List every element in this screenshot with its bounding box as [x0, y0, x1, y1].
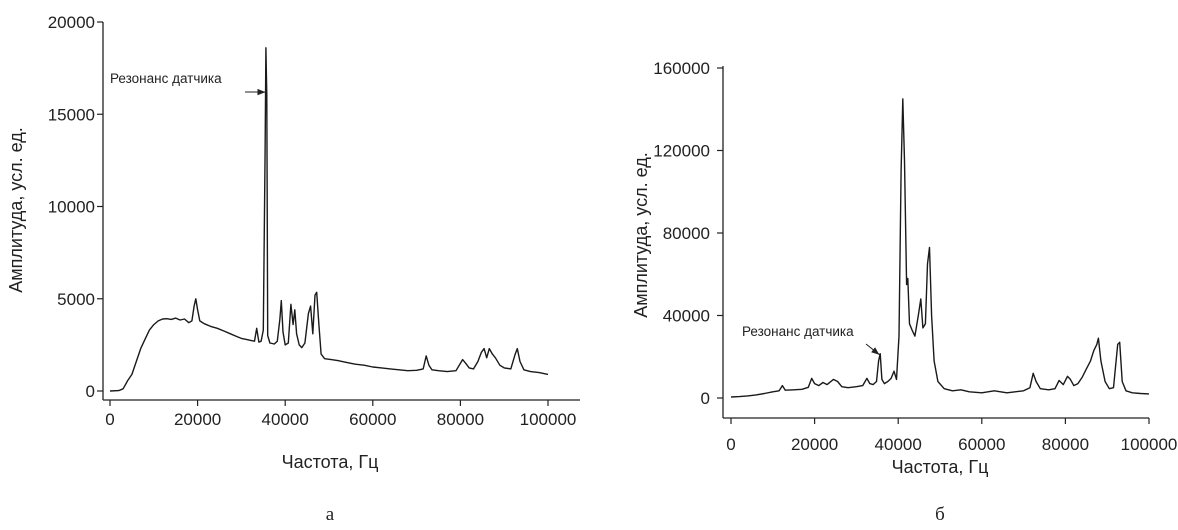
- panel-b: 0 20000 40000 60000 80000 100000 0 40000 80000 12…: [631, 59, 1177, 525]
- y-tick-label: 15000: [48, 105, 95, 124]
- x-tick-label: 60000: [958, 435, 1005, 454]
- x-tick-label: 80000: [1042, 435, 1089, 454]
- x-axis-title: Частота, Гц: [892, 457, 989, 477]
- annotation-label: Резонанс датчика: [742, 324, 854, 339]
- x-tick-label: 100000: [520, 410, 577, 429]
- y-tick-label: 80000: [663, 224, 710, 243]
- y-axis-title: Амплитуда, усл. ед.: [6, 127, 26, 292]
- annotation-label: Резонанс датчика: [110, 71, 222, 86]
- panel-a: 0 20000 40000 60000 80000 100000 0 5000 10000 150…: [6, 13, 580, 525]
- panel-label: б: [935, 504, 945, 525]
- y-axis-title: Амплитуда, усл. ед.: [631, 152, 651, 317]
- y-tick-label: 40000: [663, 307, 710, 326]
- x-tick-label: 20000: [174, 410, 221, 429]
- panel-label: а: [326, 504, 335, 525]
- x-tick-label: 80000: [437, 410, 484, 429]
- y-tick-label: 160000: [653, 59, 710, 78]
- y-tick-label: 0: [701, 389, 710, 408]
- spectrum-line: [109, 47, 549, 392]
- x-tick-label: 40000: [875, 435, 922, 454]
- x-tick-label: 40000: [262, 410, 309, 429]
- x-tick-label: 100000: [1121, 435, 1178, 454]
- y-tick-label: 10000: [48, 198, 95, 217]
- y-tick-label: 120000: [653, 142, 710, 161]
- y-tick-label: 0: [86, 382, 95, 401]
- x-tick-label: 20000: [791, 435, 838, 454]
- y-tick-label: 20000: [48, 13, 95, 32]
- x-axis-title: Частота, Гц: [282, 452, 379, 472]
- x-tick-label: 0: [105, 410, 114, 429]
- annotation-arrowhead: [257, 88, 266, 96]
- y-tick-label: 5000: [57, 290, 95, 309]
- x-tick-label: 60000: [349, 410, 396, 429]
- annotation-arrowhead: [871, 347, 880, 355]
- x-tick-label: 0: [726, 435, 735, 454]
- spectrum-line: [730, 98, 1150, 398]
